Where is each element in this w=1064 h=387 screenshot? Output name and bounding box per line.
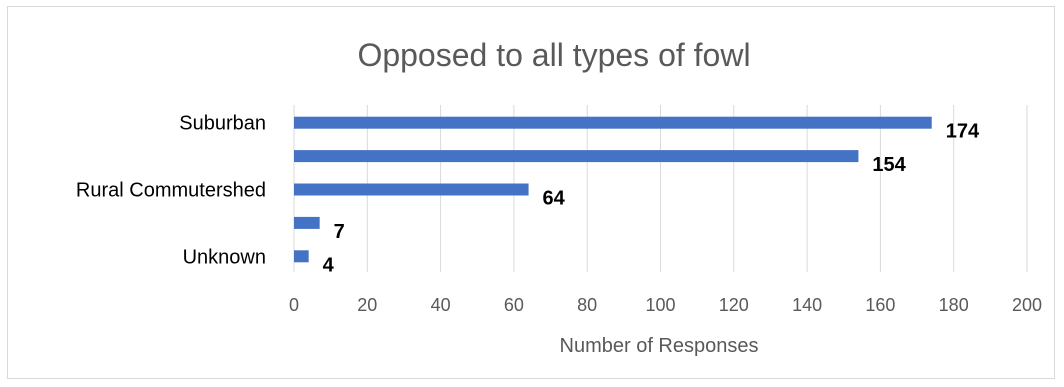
bar — [294, 183, 529, 196]
data-label: 64 — [543, 188, 566, 210]
bar — [294, 150, 859, 163]
category-label: Rural Commutershed — [76, 180, 266, 202]
x-tick-label: 20 — [357, 295, 377, 315]
x-tick-label: 200 — [1012, 295, 1042, 315]
bar — [294, 116, 932, 129]
x-tick-label: 40 — [431, 295, 451, 315]
category-label: Suburban — [179, 113, 266, 135]
data-labels: 174 154 64 7 4 — [323, 121, 980, 277]
data-label: 174 — [946, 121, 980, 143]
x-tick-label: 140 — [792, 295, 822, 315]
x-tick-label: 60 — [504, 295, 524, 315]
gridlines — [293, 105, 1028, 272]
x-tick-label: 120 — [719, 295, 749, 315]
x-tick-label: 100 — [645, 295, 675, 315]
x-axis-label: Number of Responses — [560, 335, 759, 357]
category-labels: Suburban Rural Commutershed Unknown — [76, 113, 266, 269]
x-tick-labels: 0 20 40 60 80 100 120 140 160 180 200 — [289, 295, 1042, 315]
bar — [294, 216, 320, 229]
bars — [294, 116, 932, 263]
bar — [294, 250, 309, 263]
x-tick-label: 0 — [289, 295, 299, 315]
x-tick-label: 80 — [577, 295, 597, 315]
data-label: 4 — [323, 254, 335, 276]
data-label: 154 — [872, 154, 906, 176]
x-tick-label: 180 — [939, 295, 969, 315]
x-tick-label: 160 — [865, 295, 895, 315]
chart-title: Opposed to all types of fowl — [357, 37, 750, 73]
data-label: 7 — [334, 221, 345, 243]
category-label: Unknown — [183, 246, 266, 268]
